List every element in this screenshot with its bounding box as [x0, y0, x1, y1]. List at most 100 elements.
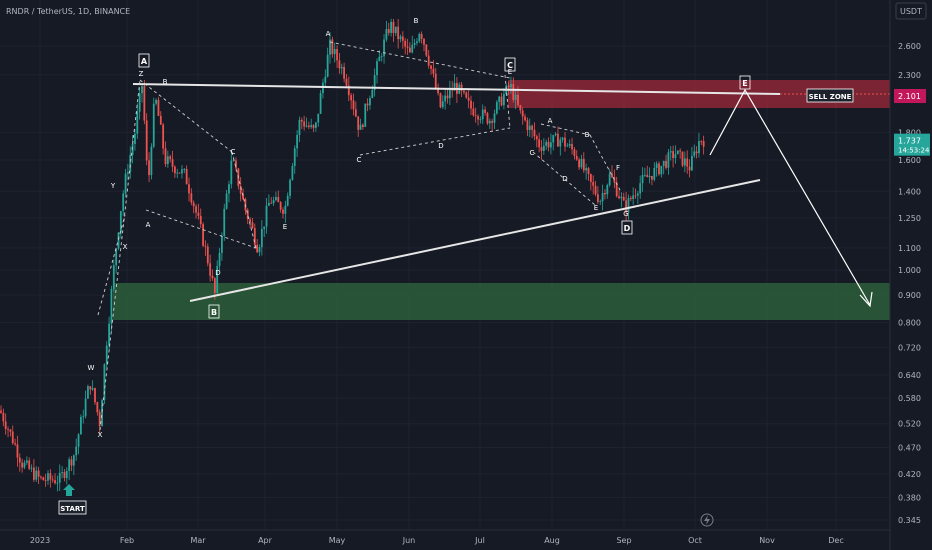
candle-body	[218, 252, 221, 267]
boxed-wave-label: D	[624, 224, 631, 233]
candle-body	[691, 155, 693, 171]
candle-body	[524, 116, 526, 121]
candle-body	[409, 47, 411, 53]
candle-body	[674, 154, 677, 159]
candle-body	[188, 184, 190, 194]
candle-body	[98, 412, 101, 427]
candle-body	[357, 116, 360, 130]
time-axis[interactable]: 2023 Feb Mar Apr May Jun Jul Aug Sep Oct Nov Dec	[30, 536, 844, 545]
candle-body	[94, 388, 96, 403]
candle-body	[636, 193, 639, 196]
candle-body	[629, 198, 632, 200]
candle-body	[63, 472, 66, 478]
candle-body	[634, 195, 637, 197]
candle-body	[481, 109, 484, 120]
candle-body	[676, 150, 679, 155]
boxed-wave-label: C	[507, 61, 513, 70]
candle-body	[131, 143, 134, 155]
price-tick: 1.600	[898, 156, 921, 165]
candle-body	[488, 120, 491, 124]
candle-body	[192, 202, 195, 207]
candle-body	[538, 139, 541, 148]
candle-body	[519, 105, 522, 111]
candle-body	[331, 39, 334, 55]
candle-body	[101, 400, 103, 427]
candle-body	[103, 364, 106, 401]
candle-body	[251, 222, 254, 229]
candle-body	[681, 151, 684, 166]
wave-labels: W X Y X Z B A C D E A B C D E A B C D E F G A B C D E START SELL ZON…	[58, 17, 854, 515]
candle-body	[604, 192, 606, 195]
candle-body	[28, 460, 31, 469]
price-tick: 0.640	[898, 371, 921, 380]
candle-body	[40, 476, 42, 478]
candle-body	[150, 146, 153, 176]
candle-body	[672, 151, 674, 159]
candle-body	[491, 120, 494, 123]
candle-body	[350, 95, 353, 101]
candle-body	[430, 65, 432, 69]
candle-body	[300, 119, 303, 122]
candle-body	[315, 122, 317, 128]
price-tick: 0.800	[898, 319, 921, 328]
candle-body	[683, 158, 686, 166]
candle-body	[444, 95, 447, 102]
candle-body	[510, 84, 512, 88]
candle-body	[648, 175, 651, 178]
candle-body	[512, 84, 515, 100]
candle-body	[265, 205, 268, 227]
candle-body	[597, 194, 599, 202]
candle-body	[521, 110, 524, 117]
candle-body	[232, 160, 235, 162]
candle-body	[620, 196, 623, 199]
candle-body	[9, 429, 12, 432]
candle-body	[82, 416, 85, 418]
currency-box[interactable]	[895, 2, 927, 20]
candle-body	[249, 219, 251, 223]
candle-body	[561, 137, 564, 140]
wave-label: A	[146, 221, 151, 229]
candle-body	[387, 29, 390, 33]
candle-body	[235, 160, 237, 169]
boxed-wave-label: B	[211, 308, 217, 317]
candle-body	[112, 265, 115, 289]
candle-body	[554, 133, 557, 136]
boxed-wave-label: A	[141, 57, 148, 66]
candle-body	[434, 73, 437, 89]
candle-body	[305, 125, 308, 127]
candle-body	[432, 68, 435, 74]
sell-zone-box	[806, 88, 854, 103]
wave-label: D	[438, 142, 443, 150]
price-tick: 0.380	[898, 493, 921, 502]
lightning-icon[interactable]	[700, 513, 714, 527]
currency-label: USDT	[900, 7, 922, 16]
candle-body	[477, 116, 479, 120]
time-tick: Feb	[120, 536, 134, 545]
candle-body	[660, 165, 663, 175]
candle-body	[345, 78, 348, 86]
candle-body	[571, 144, 573, 150]
candle-body	[441, 101, 444, 108]
candle-body	[495, 102, 498, 114]
candle-body	[14, 443, 16, 445]
candle-body	[155, 99, 157, 104]
candle-body	[383, 39, 385, 57]
candle-body	[594, 185, 597, 195]
candle-body	[700, 141, 703, 142]
candle-body	[30, 467, 33, 469]
wave-label: A	[548, 117, 553, 125]
candle-body	[453, 82, 456, 91]
candle-body	[51, 479, 54, 481]
candle-body	[420, 34, 423, 39]
candle-body	[312, 125, 315, 128]
wave-label: D	[562, 175, 567, 183]
candle-body	[665, 160, 667, 168]
candle-body	[423, 38, 425, 45]
price-tick: 1.800	[898, 128, 921, 137]
candle-body	[272, 200, 275, 204]
wave-box	[208, 304, 220, 319]
candle-body	[213, 278, 216, 293]
